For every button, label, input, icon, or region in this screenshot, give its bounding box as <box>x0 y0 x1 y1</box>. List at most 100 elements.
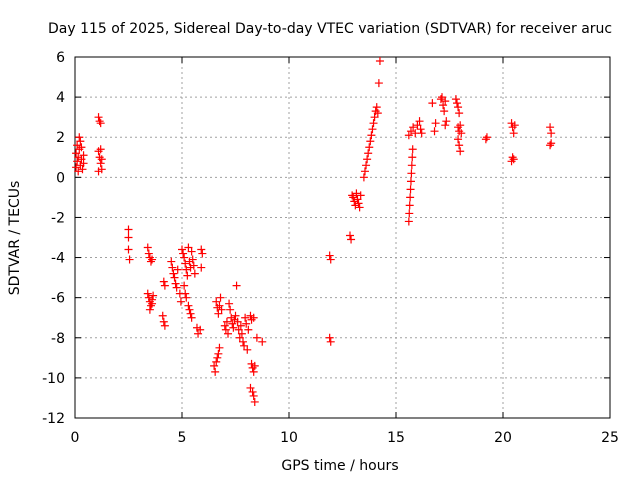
data-point <box>352 189 361 198</box>
data-point <box>235 333 244 342</box>
data-point <box>179 249 188 258</box>
data-point <box>146 257 155 266</box>
data-point <box>194 329 203 338</box>
data-point <box>212 357 221 366</box>
data-point <box>190 269 199 278</box>
y-tick-label: 4 <box>56 90 65 106</box>
y-tick-labels: -12 -10 -8 -6 -4 -2 0 2 4 6 <box>42 50 65 427</box>
data-point <box>73 157 82 166</box>
x-axis-label: GPS time / hours <box>281 458 398 474</box>
data-point <box>547 129 556 138</box>
data-point <box>76 137 85 146</box>
data-point <box>173 265 182 274</box>
data-point <box>233 317 242 326</box>
data-point <box>234 325 243 334</box>
data-point <box>79 159 88 168</box>
data-point <box>417 129 426 138</box>
data-point <box>211 367 220 376</box>
data-point <box>243 345 252 354</box>
data-point <box>241 313 250 322</box>
y-tick-label: 0 <box>56 170 65 186</box>
data-point <box>188 255 197 264</box>
data-point <box>436 95 445 104</box>
data-point <box>438 93 447 102</box>
data-point <box>182 293 191 302</box>
data-point <box>236 321 245 330</box>
data-point <box>159 317 168 326</box>
data-point <box>404 217 413 226</box>
data-point <box>430 127 439 136</box>
data-point <box>237 329 246 338</box>
data-point <box>365 143 374 152</box>
data-point <box>326 255 335 264</box>
data-point <box>371 107 380 116</box>
data-point <box>368 125 377 134</box>
data-point <box>77 155 86 164</box>
data-point <box>408 153 417 162</box>
data-point <box>249 313 258 322</box>
data-point <box>77 143 86 152</box>
data-point <box>169 269 178 278</box>
data-point <box>509 129 518 138</box>
data-point <box>217 305 226 314</box>
data-point <box>228 319 237 328</box>
x-tick-labels: 0 5 10 15 20 25 <box>71 430 619 446</box>
data-point <box>96 119 105 128</box>
data-point <box>145 253 154 262</box>
data-point <box>409 123 418 132</box>
data-point <box>170 273 179 282</box>
data-point <box>124 245 133 254</box>
data-point <box>124 225 133 234</box>
data-point <box>407 161 416 170</box>
data-point <box>363 155 372 164</box>
data-point <box>146 301 155 310</box>
data-point <box>510 121 519 130</box>
data-point <box>353 195 362 204</box>
y-tick-label: -8 <box>51 331 65 347</box>
data-point <box>72 149 81 158</box>
data-point <box>97 155 106 164</box>
data-point <box>74 167 83 176</box>
data-point <box>94 147 103 156</box>
x-tick-label: 0 <box>71 430 80 446</box>
data-point <box>441 121 450 130</box>
data-point <box>404 131 413 140</box>
x-tick-label: 5 <box>178 430 187 446</box>
data-point <box>189 261 198 270</box>
data-point <box>507 157 516 166</box>
data-point <box>405 201 414 210</box>
data-point <box>160 281 169 290</box>
data-point <box>373 109 382 118</box>
data-point <box>440 107 449 116</box>
data-point <box>144 249 153 258</box>
data-point <box>184 243 193 252</box>
x-tick-label: 25 <box>601 430 619 446</box>
data-point <box>252 333 261 342</box>
data-point <box>167 257 176 266</box>
y-tick-label: -2 <box>51 210 65 226</box>
data-point <box>370 113 379 122</box>
data-point <box>213 353 222 362</box>
data-point <box>181 259 190 268</box>
data-point <box>215 301 224 310</box>
data-point <box>413 121 422 130</box>
data-point <box>79 151 88 160</box>
data-point <box>362 161 371 170</box>
data-point <box>143 243 152 252</box>
data-point <box>374 79 383 88</box>
y-tick-label: -12 <box>42 411 65 427</box>
data-point <box>456 121 465 130</box>
data-point <box>248 363 257 372</box>
data-point <box>405 209 414 218</box>
data-point <box>372 103 381 112</box>
data-point <box>180 253 189 262</box>
data-point <box>354 199 363 208</box>
data-point <box>96 145 105 154</box>
data-point <box>406 177 415 186</box>
data-point <box>415 117 424 126</box>
data-point <box>455 109 464 118</box>
data-point <box>249 367 258 376</box>
data-point <box>215 343 224 352</box>
data-point <box>258 337 267 346</box>
data-point <box>214 349 223 358</box>
